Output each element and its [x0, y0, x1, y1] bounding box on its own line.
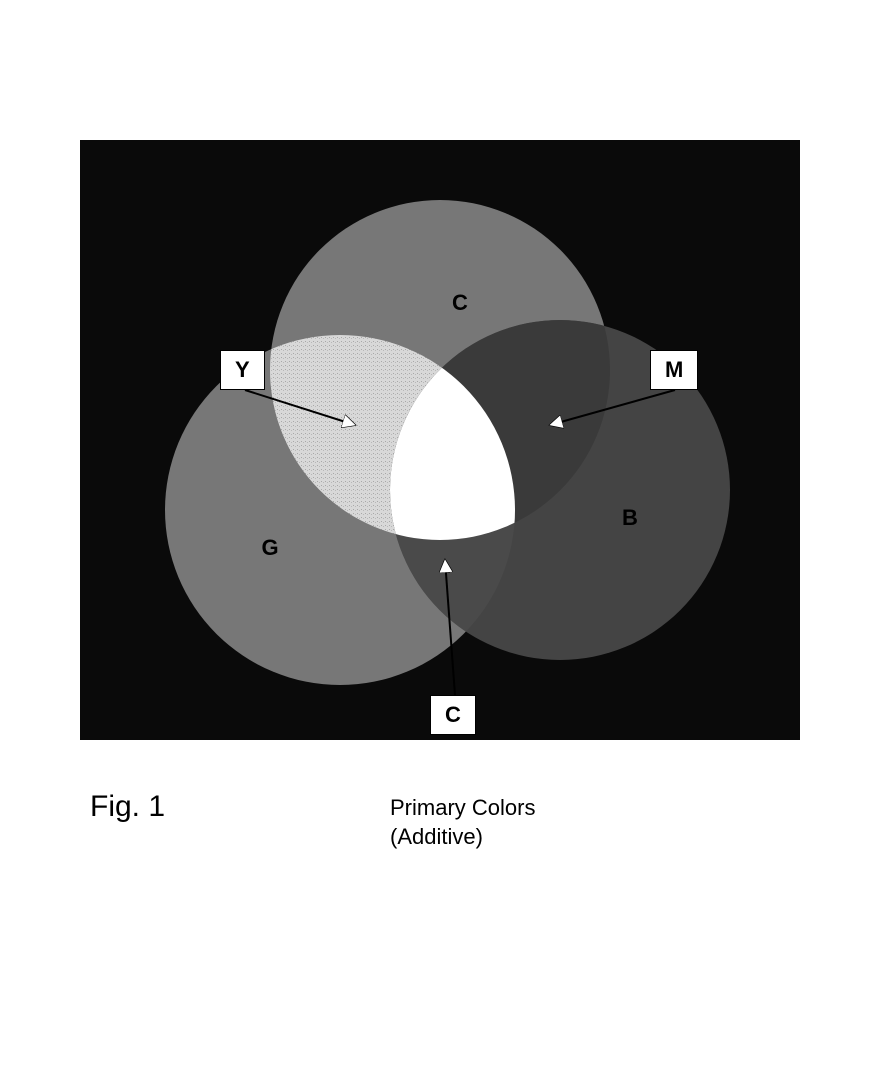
callout-y: Y	[220, 350, 265, 390]
figure-title-line1: Primary Colors	[390, 795, 535, 820]
figure-label: Fig. 1	[90, 790, 165, 824]
venn-svg: C G B	[80, 140, 800, 740]
circle-top-label: C	[452, 290, 468, 315]
figure-title-line2: (Additive)	[390, 824, 483, 849]
callout-y-label: Y	[235, 357, 250, 382]
callout-m-label: M	[665, 357, 683, 382]
figure-title: Primary Colors (Additive)	[390, 794, 535, 851]
circle-left-label: G	[261, 535, 278, 560]
circle-right-label: B	[622, 505, 638, 530]
callout-c: C	[430, 695, 476, 735]
callout-m: M	[650, 350, 698, 390]
venn-diagram: C G B Y M C	[80, 140, 800, 740]
page: C G B Y M C Fig. 1 Primary Colors (Addit…	[0, 0, 890, 1072]
callout-c-label: C	[445, 702, 461, 727]
